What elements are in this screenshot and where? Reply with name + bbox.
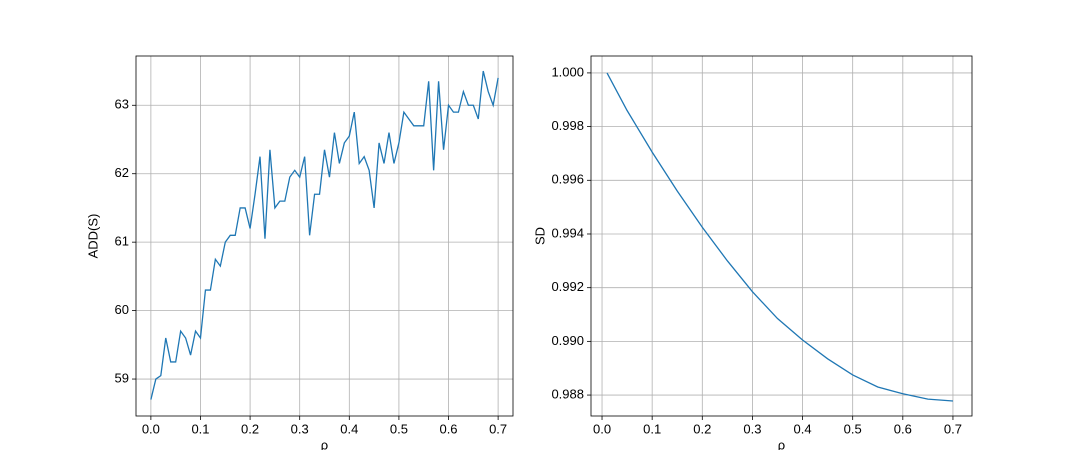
x-axis-label: ρ	[321, 437, 328, 450]
y-axis-label: SD	[532, 227, 547, 245]
x-tick-label: 0.2	[241, 421, 259, 436]
y-tick-label: 0.994	[551, 225, 584, 240]
x-tick-label: 0.0	[142, 421, 160, 436]
x-tick-label: 0.7	[944, 421, 962, 436]
y-tick-label: 0.990	[551, 333, 584, 348]
y-tick-label: 61	[115, 234, 129, 249]
x-tick-label: 0.1	[643, 421, 661, 436]
x-tick-label: 0.5	[390, 421, 408, 436]
x-tick-label: 0.6	[439, 421, 457, 436]
x-tick-label: 0.2	[693, 421, 711, 436]
y-tick-label: 63	[115, 97, 129, 112]
x-tick-label: 0.7	[489, 421, 507, 436]
x-tick-label: 0.4	[794, 421, 812, 436]
y-tick-label: 60	[115, 302, 129, 317]
y-tick-label: 1.000	[551, 64, 584, 79]
x-tick-label: 0.5	[844, 421, 862, 436]
y-axis-label: ADD(S)	[85, 214, 100, 259]
y-tick-label: 0.996	[551, 172, 584, 187]
x-tick-label: 0.3	[291, 421, 309, 436]
x-tick-label: 0.1	[191, 421, 209, 436]
x-tick-label: 0.6	[894, 421, 912, 436]
y-tick-label: 0.992	[551, 279, 584, 294]
x-tick-label: 0.0	[593, 421, 611, 436]
x-tick-label: 0.3	[743, 421, 761, 436]
plot-frame	[590, 55, 973, 417]
plot-frame	[135, 55, 514, 417]
data-line	[606, 72, 953, 402]
x-axis-label: ρ	[778, 437, 785, 450]
y-tick-label: 59	[115, 370, 129, 385]
data-line	[150, 70, 499, 400]
y-tick-label: 0.998	[551, 118, 584, 133]
y-tick-label: 62	[115, 165, 129, 180]
x-tick-label: 0.4	[340, 421, 358, 436]
y-tick-label: 0.988	[551, 386, 584, 401]
